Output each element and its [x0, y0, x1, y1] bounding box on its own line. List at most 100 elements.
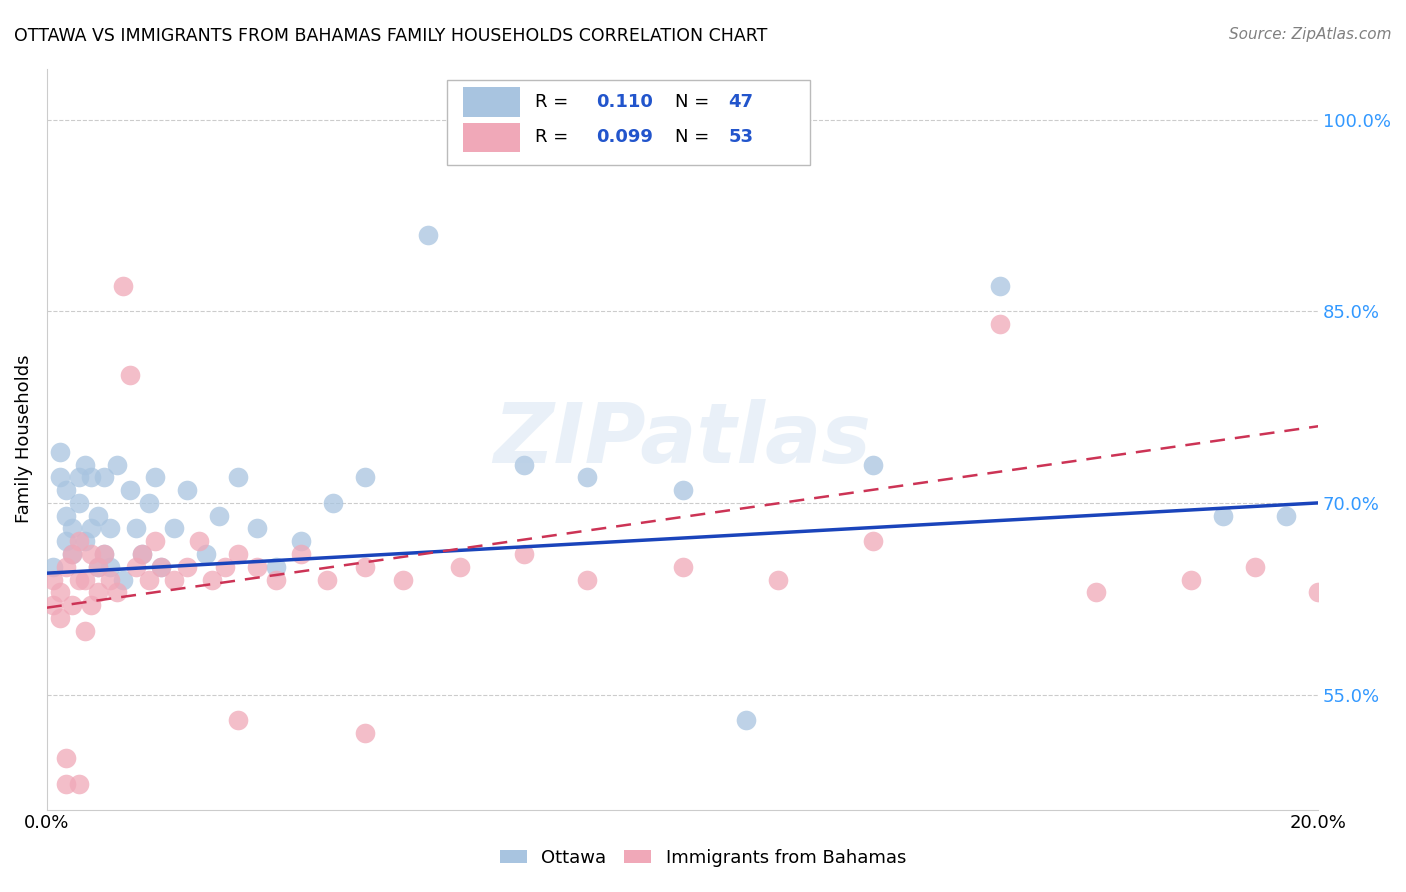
Point	[290, 534, 312, 549]
Point	[207, 508, 229, 523]
Point	[264, 559, 287, 574]
Point	[67, 496, 90, 510]
Point	[42, 559, 65, 574]
Text: R =: R =	[536, 128, 574, 146]
Point	[48, 611, 70, 625]
Point	[246, 559, 269, 574]
Point	[55, 777, 77, 791]
Point	[290, 547, 312, 561]
Point	[73, 573, 96, 587]
Point	[125, 559, 148, 574]
Point	[138, 573, 160, 587]
Point	[80, 470, 103, 484]
Point	[138, 496, 160, 510]
Point	[118, 368, 141, 383]
Legend: Ottawa, Immigrants from Bahamas: Ottawa, Immigrants from Bahamas	[492, 842, 914, 874]
Point	[100, 573, 122, 587]
Point	[862, 534, 884, 549]
Point	[60, 521, 83, 535]
Point	[87, 559, 110, 574]
Point	[48, 585, 70, 599]
Text: OTTAWA VS IMMIGRANTS FROM BAHAMAS FAMILY HOUSEHOLDS CORRELATION CHART: OTTAWA VS IMMIGRANTS FROM BAHAMAS FAMILY…	[14, 27, 768, 45]
Point	[60, 598, 83, 612]
Point	[1243, 559, 1265, 574]
Point	[576, 573, 599, 587]
Point	[93, 547, 115, 561]
Point	[1180, 573, 1202, 587]
Point	[93, 547, 115, 561]
Point	[67, 777, 90, 791]
Point	[143, 470, 166, 484]
Point	[315, 573, 337, 587]
Point	[353, 470, 375, 484]
Point	[226, 547, 249, 561]
Text: 0.099: 0.099	[596, 128, 652, 146]
Point	[512, 458, 534, 472]
Text: ZIPatlas: ZIPatlas	[494, 399, 872, 480]
Point	[55, 534, 77, 549]
Text: 53: 53	[728, 128, 754, 146]
Point	[418, 227, 440, 242]
Point	[176, 483, 198, 497]
Point	[862, 458, 884, 472]
Point	[988, 278, 1011, 293]
Point	[73, 624, 96, 638]
Point	[671, 559, 693, 574]
Point	[100, 521, 122, 535]
Point	[87, 585, 110, 599]
Point	[353, 726, 375, 740]
Point	[60, 547, 83, 561]
Text: N =: N =	[675, 128, 714, 146]
Y-axis label: Family Households: Family Households	[15, 355, 32, 524]
Point	[55, 559, 77, 574]
Point	[93, 470, 115, 484]
Point	[55, 751, 77, 765]
Point	[87, 508, 110, 523]
Point	[1212, 508, 1234, 523]
Bar	[463, 87, 520, 117]
Point	[392, 573, 415, 587]
Point	[576, 470, 599, 484]
Point	[67, 573, 90, 587]
Point	[80, 547, 103, 561]
Bar	[463, 122, 520, 153]
Point	[766, 573, 789, 587]
Point	[449, 559, 471, 574]
Point	[87, 559, 110, 574]
Text: 0.110: 0.110	[596, 93, 652, 111]
Point	[42, 598, 65, 612]
Point	[55, 508, 77, 523]
Point	[60, 547, 83, 561]
Point	[100, 559, 122, 574]
Point	[143, 534, 166, 549]
Point	[163, 573, 186, 587]
Point	[67, 534, 90, 549]
Point	[131, 547, 153, 561]
Point	[112, 573, 135, 587]
Text: 47: 47	[728, 93, 754, 111]
Point	[988, 317, 1011, 331]
Point	[48, 445, 70, 459]
Text: Source: ZipAtlas.com: Source: ZipAtlas.com	[1229, 27, 1392, 42]
Point	[163, 521, 186, 535]
Point	[80, 521, 103, 535]
Point	[188, 534, 211, 549]
Point	[150, 559, 173, 574]
Point	[246, 521, 269, 535]
Point	[105, 585, 128, 599]
Point	[735, 713, 758, 727]
Point	[131, 547, 153, 561]
Point	[150, 559, 173, 574]
Point	[194, 547, 217, 561]
Point	[214, 559, 236, 574]
Point	[42, 573, 65, 587]
Point	[671, 483, 693, 497]
Point	[264, 573, 287, 587]
Point	[67, 470, 90, 484]
Point	[226, 713, 249, 727]
Point	[48, 470, 70, 484]
Point	[512, 547, 534, 561]
Text: R =: R =	[536, 93, 574, 111]
Point	[1308, 585, 1330, 599]
Point	[80, 598, 103, 612]
